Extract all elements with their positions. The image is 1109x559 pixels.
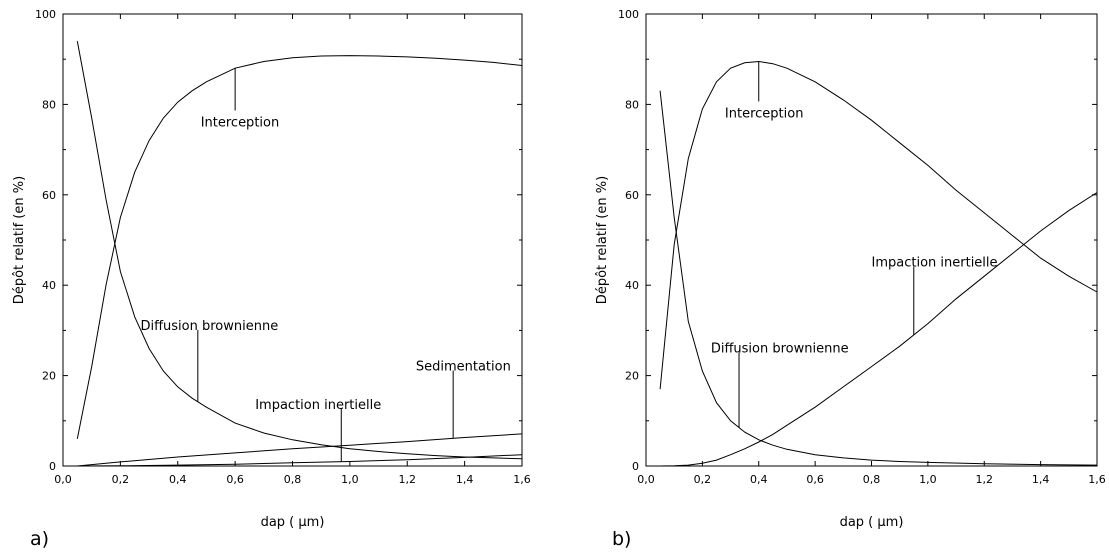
series-line-impaction-inertielle [77, 454, 523, 467]
x-axis-label: dap ( µm) [261, 515, 325, 530]
x-tick-label: 1,2 [399, 473, 417, 486]
y-tick-label: 0 [49, 460, 56, 473]
chart-b: 0,0 0,2 0,4 0,6 0,8 1,0 1,2 1,4 1,6 0 20 40 60 80 100 d… [595, 8, 1106, 530]
x-axis-label: dap ( µm) [840, 515, 904, 530]
x-tick-label: 1,0 [341, 473, 359, 486]
x-tick-label: 0,8 [284, 473, 302, 486]
x-tick-label: 1,6 [1088, 473, 1106, 486]
x-tick-label: 0,8 [863, 473, 881, 486]
series-line-diffusion-brownienne [76, 41, 523, 460]
y-tick-label: 100 [618, 8, 639, 21]
x-tick-label: 0,4 [750, 473, 768, 486]
annotation-interception: Interception [725, 106, 804, 121]
y-tick-label: 60 [42, 189, 56, 202]
series-line-diffusion-brownienne [659, 90, 1098, 466]
y-tick-label: 40 [42, 279, 56, 292]
x-tick-label: 0,6 [806, 473, 824, 486]
x-tick-label: 1,2 [976, 473, 994, 486]
y-axis-label: Dépôt relatif (en %) [12, 176, 27, 304]
annotation-sedimentation: Sedimentation [416, 360, 511, 375]
x-tick-label: 1,0 [919, 473, 937, 486]
annotation-interception: Interception [201, 115, 280, 130]
x-tick-label: 0,2 [112, 473, 130, 486]
y-tick-label: 80 [42, 98, 56, 111]
series-line-sedimentation [77, 433, 523, 467]
annotation-diffusion-brownienne: Diffusion brownienne [711, 341, 849, 356]
x-tick-label: 1,4 [1032, 473, 1050, 486]
annotation-impaction-inertielle: Impaction inertielle [872, 256, 998, 271]
chart-a: 0,0 0,2 0,4 0,6 0,8 1,0 1,2 1,4 1,6 0 20 40 60 80 100 d… [12, 8, 531, 530]
series-line-interception [659, 60, 1098, 390]
x-tick-label: 0,2 [694, 473, 712, 486]
annotation-impaction-inertielle: Impaction inertielle [255, 398, 381, 413]
x-tick-label: 1,4 [456, 473, 474, 486]
panel-label-b: b) [612, 528, 632, 550]
series-line-interception [76, 55, 523, 439]
y-tick-label: 20 [625, 370, 639, 383]
y-tick-label: 100 [35, 8, 56, 21]
y-tick-label: 20 [42, 370, 56, 383]
x-tick-label: 0,0 [54, 473, 72, 486]
y-tick-label: 40 [625, 279, 639, 292]
y-tick-label: 80 [625, 98, 639, 111]
y-tick-label: 0 [632, 460, 639, 473]
series-line-impaction-inertielle [660, 192, 1098, 467]
x-tick-label: 1,6 [513, 473, 531, 486]
x-tick-label: 0,6 [226, 473, 244, 486]
y-tick-label: 60 [625, 189, 639, 202]
y-axis-label: Dépôt relatif (en %) [595, 176, 610, 304]
annotation-diffusion-brownienne: Diffusion brownienne [140, 319, 278, 334]
panel-label-a: a) [30, 528, 50, 550]
x-tick-label: 0,4 [169, 473, 187, 486]
x-tick-label: 0,0 [637, 473, 655, 486]
